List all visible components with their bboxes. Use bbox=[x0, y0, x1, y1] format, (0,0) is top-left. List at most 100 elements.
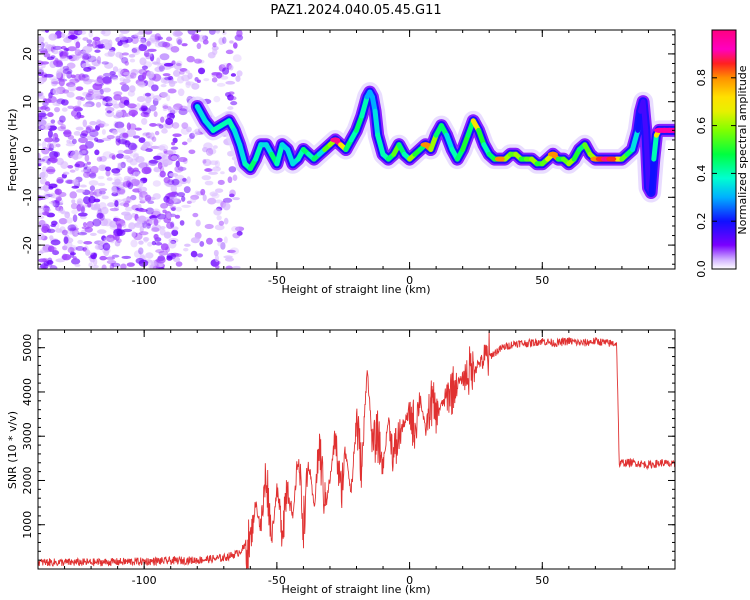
noise-speck bbox=[86, 135, 96, 141]
noise-speck bbox=[208, 30, 216, 35]
noise-speck bbox=[153, 111, 158, 118]
noise-speck bbox=[72, 214, 78, 223]
noise-speck bbox=[72, 105, 82, 112]
noise-speck bbox=[212, 145, 218, 149]
noise-speck bbox=[94, 78, 104, 85]
noise-speck bbox=[211, 77, 218, 83]
noise-speck bbox=[47, 228, 56, 234]
noise-speck bbox=[81, 74, 89, 78]
noise-speck bbox=[206, 237, 213, 245]
noise-speck bbox=[225, 265, 233, 269]
noise-speck bbox=[62, 72, 69, 76]
noise-speck bbox=[126, 129, 137, 138]
noise-speck bbox=[43, 73, 54, 78]
noise-speck bbox=[80, 229, 87, 235]
noise-speck bbox=[38, 36, 45, 44]
snr-x-label: Height of straight line (km) bbox=[281, 583, 430, 596]
noise-speck bbox=[153, 62, 161, 66]
noise-speck bbox=[138, 186, 148, 193]
noise-speck bbox=[124, 206, 133, 212]
noise-speck bbox=[222, 31, 227, 35]
noise-speck bbox=[116, 127, 126, 133]
noise-speck bbox=[91, 40, 98, 49]
noise-speck bbox=[132, 135, 141, 139]
noise-speck bbox=[107, 49, 116, 57]
noise-speck bbox=[187, 72, 193, 80]
noise-speck bbox=[179, 68, 188, 72]
noise-speck bbox=[106, 97, 113, 103]
noise-speck bbox=[46, 122, 56, 127]
noise-speck bbox=[87, 91, 94, 96]
noise-speck bbox=[192, 34, 200, 43]
noise-speck bbox=[83, 171, 91, 178]
noise-speck bbox=[167, 75, 174, 81]
noise-speck bbox=[195, 219, 201, 227]
noise-speck bbox=[156, 256, 166, 264]
noise-speck bbox=[142, 107, 152, 115]
noise-speck bbox=[52, 49, 59, 55]
noise-speck bbox=[186, 137, 192, 143]
noise-speck bbox=[47, 142, 52, 149]
noise-speck bbox=[129, 158, 138, 166]
noise-speck bbox=[199, 240, 205, 247]
noise-speck bbox=[107, 99, 118, 106]
noise-speck bbox=[141, 72, 147, 80]
noise-speck bbox=[151, 240, 157, 246]
spectrogram-x-ticks: -100 -50 0 50 bbox=[37, 30, 676, 287]
noise-speck bbox=[165, 198, 174, 207]
noise-speck bbox=[137, 203, 142, 209]
noise-speck bbox=[152, 208, 161, 215]
noise-speck bbox=[55, 228, 63, 233]
noise-speck bbox=[184, 243, 191, 247]
noise-speck bbox=[84, 154, 90, 162]
noise-speck bbox=[94, 149, 100, 156]
noise-speck bbox=[40, 124, 51, 130]
noise-speck bbox=[115, 110, 123, 119]
noise-speck bbox=[47, 129, 53, 138]
noise-speck bbox=[167, 80, 178, 84]
noise-speck bbox=[127, 90, 135, 97]
noise-speck bbox=[158, 65, 165, 72]
noise-speck bbox=[162, 209, 167, 214]
noise-speck bbox=[171, 141, 176, 146]
noise-speck bbox=[118, 35, 129, 41]
noise-speck bbox=[38, 115, 43, 122]
noise-speck bbox=[196, 42, 202, 50]
noise-speck bbox=[123, 99, 130, 106]
noise-speck bbox=[57, 206, 63, 213]
noise-speck bbox=[89, 232, 97, 236]
noise-speck bbox=[43, 191, 51, 197]
noise-speck bbox=[141, 105, 148, 112]
noise-speck bbox=[202, 194, 207, 202]
noise-speck bbox=[133, 153, 140, 161]
noise-speck bbox=[167, 192, 177, 197]
noise-speck bbox=[42, 257, 49, 263]
noise-speck bbox=[132, 167, 139, 173]
noise-speck bbox=[87, 202, 92, 208]
noise-speck bbox=[216, 72, 223, 79]
noise-speck bbox=[54, 106, 61, 113]
noise-speck bbox=[134, 179, 144, 188]
noise-speck bbox=[144, 92, 152, 97]
noise-speck bbox=[232, 174, 238, 181]
snr-y-tick-label: 3000 bbox=[21, 422, 34, 450]
noise-speck bbox=[145, 252, 154, 259]
noise-speck bbox=[154, 242, 163, 246]
noise-speck bbox=[129, 72, 137, 79]
noise-speck bbox=[177, 88, 185, 97]
noise-speck bbox=[41, 165, 47, 174]
noise-speck bbox=[46, 260, 54, 265]
noise-speck bbox=[122, 43, 130, 48]
noise-speck bbox=[228, 91, 235, 95]
noise-speck bbox=[75, 126, 84, 131]
noise-speck bbox=[39, 171, 49, 179]
noise-speck bbox=[59, 115, 66, 123]
ridge-segment bbox=[253, 142, 264, 162]
noise-speck bbox=[215, 30, 221, 34]
noise-speck bbox=[74, 231, 79, 236]
noise-speck bbox=[64, 67, 69, 75]
spectrogram-noise bbox=[38, 30, 245, 269]
noise-speck bbox=[181, 122, 189, 129]
noise-speck bbox=[70, 74, 76, 79]
